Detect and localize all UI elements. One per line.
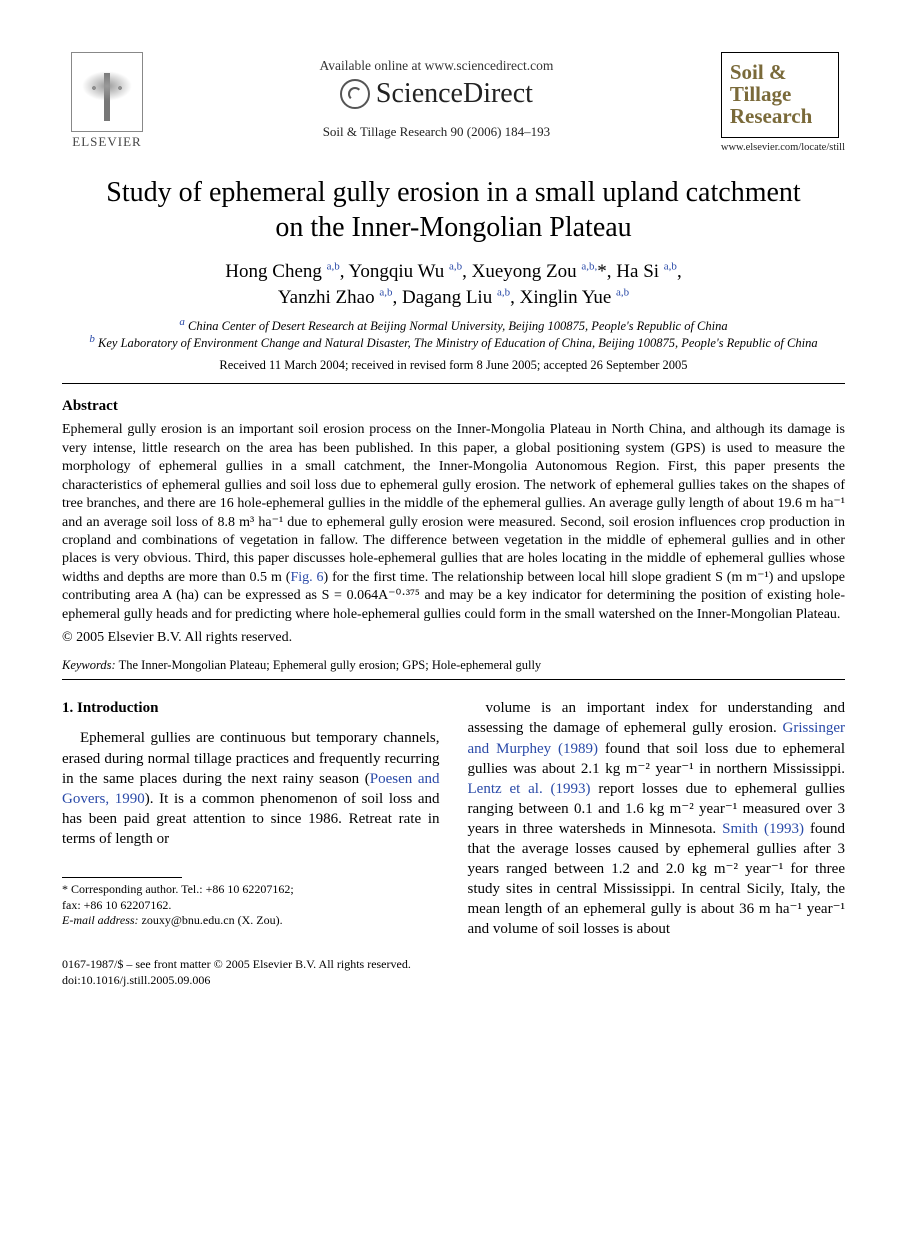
sciencedirect-text: ScienceDirect	[376, 78, 533, 110]
available-online-text: Available online at www.sciencedirect.co…	[152, 58, 721, 74]
right-column: volume is an important index for underst…	[468, 698, 846, 939]
doi-line: doi:10.1016/j.still.2005.09.006	[62, 973, 845, 989]
abstract-text: Ephemeral gully erosion is an important …	[62, 421, 845, 624]
footnote-rule	[62, 877, 182, 878]
journal-reference: Soil & Tillage Research 90 (2006) 184–19…	[152, 124, 721, 140]
article-title: Study of ephemeral gully erosion in a sm…	[92, 175, 815, 245]
elsevier-tree-icon	[71, 52, 143, 132]
divider	[62, 679, 845, 680]
journal-url: www.elsevier.com/locate/still	[721, 142, 845, 153]
journal-cover-box: Soil & Tillage Research	[721, 52, 839, 138]
sciencedirect-swirl-icon	[340, 79, 370, 109]
email-label: E-mail address:	[62, 913, 139, 927]
publisher-logo-block: ELSEVIER	[62, 52, 152, 150]
affiliation-b: Key Laboratory of Environment Change and…	[98, 336, 818, 350]
center-header: Available online at www.sciencedirect.co…	[152, 52, 721, 140]
sciencedirect-logo: ScienceDirect	[340, 78, 533, 110]
divider	[62, 383, 845, 384]
corresponding-email-line: E-mail address: zouxy@bnu.edu.cn (X. Zou…	[62, 913, 440, 929]
affiliations: a China Center of Desert Research at Bei…	[62, 318, 845, 352]
article-dates: Received 11 March 2004; received in revi…	[62, 358, 845, 373]
keywords-line: Keywords: The Inner-Mongolian Plateau; E…	[62, 658, 845, 673]
introduction-heading: 1. Introduction	[62, 698, 440, 718]
corresponding-fax: fax: +86 10 62207162.	[62, 898, 440, 914]
publisher-name: ELSEVIER	[62, 134, 152, 150]
bottom-matter: 0167-1987/$ – see front matter © 2005 El…	[62, 957, 845, 988]
footnotes: * Corresponding author. Tel.: +86 10 622…	[62, 882, 440, 929]
affiliation-a: China Center of Desert Research at Beiji…	[188, 319, 728, 333]
keywords-text: The Inner-Mongolian Plateau; Ephemeral g…	[119, 658, 542, 672]
corresponding-author: * Corresponding author. Tel.: +86 10 622…	[62, 882, 440, 898]
authors-line: Hong Cheng a,b, Yongqiu Wu a,b, Xueyong …	[92, 259, 815, 310]
intro-paragraph-right: volume is an important index for underst…	[468, 698, 846, 939]
email-address: zouxy@bnu.edu.cn (X. Zou).	[142, 913, 283, 927]
abstract-heading: Abstract	[62, 398, 845, 415]
journal-box-title: Soil & Tillage Research	[730, 61, 830, 127]
body-columns: 1. Introduction Ephemeral gullies are co…	[62, 698, 845, 939]
keywords-label: Keywords:	[62, 658, 116, 672]
page-header: ELSEVIER Available online at www.science…	[62, 52, 845, 153]
copyright-line: © 2005 Elsevier B.V. All rights reserved…	[62, 630, 845, 646]
journal-box-wrapper: Soil & Tillage Research www.elsevier.com…	[721, 52, 845, 153]
intro-paragraph-left: Ephemeral gullies are continuous but tem…	[62, 728, 440, 849]
left-column: 1. Introduction Ephemeral gullies are co…	[62, 698, 440, 939]
issn-line: 0167-1987/$ – see front matter © 2005 El…	[62, 957, 845, 973]
